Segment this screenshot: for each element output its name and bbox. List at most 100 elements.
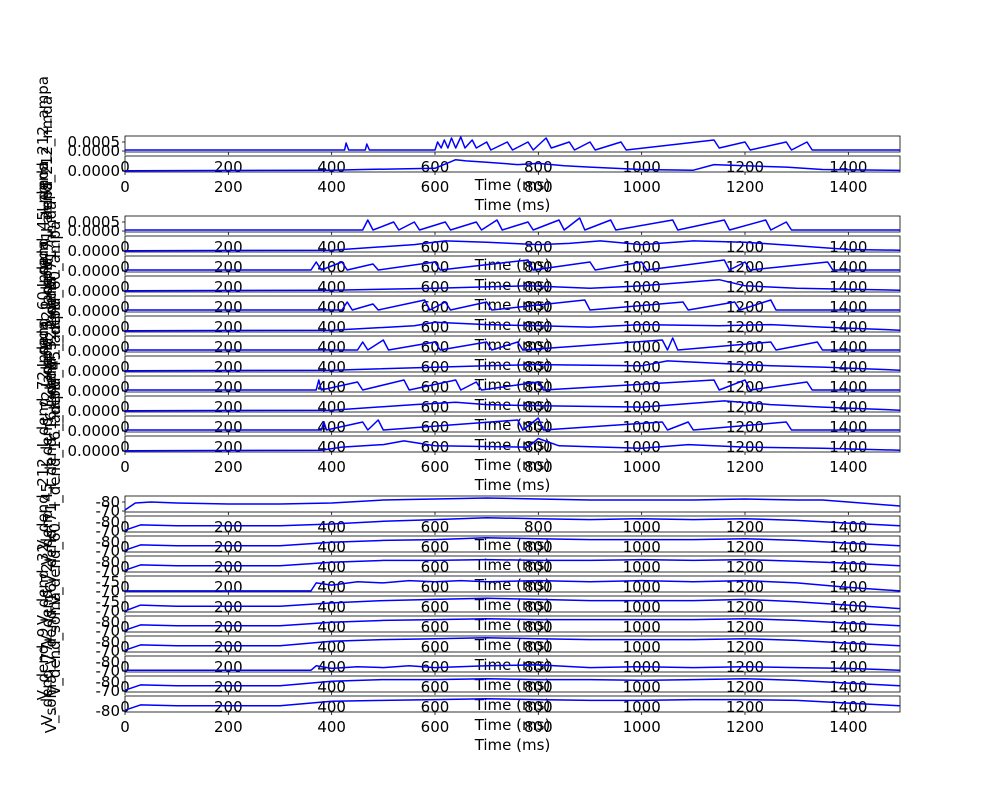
y-axis-label: I_dend_16_nmda xyxy=(42,361,61,488)
y-axis-label: V_dend_72 xyxy=(38,563,57,645)
y-axis-label: V_dend_212 xyxy=(34,458,53,550)
subplot-3-10: -70-80V_dend_77 0 200 400 600 800 1000 1200 1400… xyxy=(38,643,901,734)
y-axis-label: V_soma xyxy=(42,675,61,734)
y-tick-label: 0.0000 xyxy=(68,302,121,320)
y-tick-label: 0.0000 xyxy=(68,422,121,440)
y-tick-label: 0.0000 xyxy=(68,162,121,180)
y-tick-label: 0.0000 xyxy=(68,262,121,280)
axes-frame xyxy=(124,515,901,533)
y-axis-label: I_dend_60_ampa xyxy=(46,221,65,347)
x-tick-label: 400 xyxy=(317,358,346,376)
x-tick-label: 1400 xyxy=(829,338,867,356)
series-line xyxy=(124,597,901,612)
x-tick-label: 400 xyxy=(317,658,346,676)
x-tick-label: 1000 xyxy=(623,678,661,696)
y-tick-label: -80 xyxy=(96,513,121,531)
y-axis-label: I_dend_16_ampa xyxy=(46,381,65,507)
axes-frame xyxy=(124,255,901,273)
x-tick-label: 1400 xyxy=(829,278,867,296)
x-tick-label: 600 xyxy=(421,518,450,536)
x-axis-label: Time (ms) xyxy=(474,276,551,294)
series-line xyxy=(124,617,901,631)
x-tick-label: 1000 xyxy=(623,638,661,656)
x-tick-label: 1200 xyxy=(726,358,764,376)
series-line xyxy=(125,417,900,431)
x-tick-label: 800 xyxy=(524,618,553,636)
axes-frame xyxy=(124,495,901,513)
x-tick-label: 1000 xyxy=(623,578,661,596)
axes-frame xyxy=(124,235,901,253)
x-tick-label: 800 xyxy=(524,398,553,416)
y-tick-label: 0.0000 xyxy=(68,322,121,340)
y-axis-label: I_dend_45_ampa xyxy=(46,301,65,427)
x-tick-label: 1400 xyxy=(829,298,867,316)
y-tick-label: -80 xyxy=(96,673,121,691)
x-axis-label: Time (ms) xyxy=(474,176,551,194)
axes-frame xyxy=(124,215,901,233)
x-axis-label: Time (ms) xyxy=(474,696,551,714)
x-tick-label: 800 xyxy=(524,298,553,316)
x-tick-label: 200 xyxy=(214,378,243,396)
x-axis-label: Time (ms) xyxy=(474,636,551,654)
x-tick-label: 200 xyxy=(214,258,243,276)
x-tick-label: 400 xyxy=(317,438,346,456)
series-line xyxy=(124,497,901,511)
x-axis-label: Time (ms) xyxy=(474,596,551,614)
y-tick-label: -70 xyxy=(96,662,121,680)
series-line xyxy=(124,537,901,551)
series-line xyxy=(125,379,900,391)
x-tick-label: 1000 xyxy=(623,278,661,296)
y-axis-label: I_dend_32_nmda xyxy=(42,281,61,408)
y-tick-label: 0.0005 xyxy=(68,213,121,231)
x-tick-label: 1000 xyxy=(623,538,661,556)
x-axis-label: Time (ms) xyxy=(474,676,551,694)
x-tick-label: 200 xyxy=(214,458,243,476)
x-tick-label: 0 xyxy=(120,458,130,476)
y-axis-label: V_dend_9 xyxy=(34,628,53,701)
series-line xyxy=(124,360,901,372)
y-tick-label: 0.0005 xyxy=(68,133,121,151)
x-tick-label: 200 xyxy=(214,538,243,556)
series-line xyxy=(125,664,901,671)
y-axis-label: V_dend_77 xyxy=(38,643,57,725)
x-tick-label: 1200 xyxy=(726,598,764,616)
x-tick-label: 800 xyxy=(524,658,553,676)
x-tick-label: 1200 xyxy=(726,618,764,636)
x-tick-label: 1000 xyxy=(623,698,661,716)
x-tick-label: 400 xyxy=(317,298,346,316)
y-tick-label: -75 xyxy=(96,573,121,591)
x-tick-label: 0 xyxy=(120,178,130,196)
y-axis-label: V_dend_soma xyxy=(46,592,65,696)
x-tick-label: 800 xyxy=(524,558,553,576)
x-tick-label: 600 xyxy=(421,278,450,296)
subplot-3-11: -80 V_soma 0 200 400 600 800 1000 1200 1400 Time (… xyxy=(42,675,901,754)
series-line xyxy=(124,437,901,452)
y-tick-label: -80 xyxy=(96,493,121,511)
x-tick-label: 1000 xyxy=(623,258,661,276)
x-tick-label: 1000 xyxy=(623,298,661,316)
x-tick-label: 400 xyxy=(317,458,346,476)
series-line xyxy=(124,558,901,571)
x-tick-label: 400 xyxy=(317,338,346,356)
x-tick-label: 1400 xyxy=(829,438,867,456)
panel-group-3: -70-80V_dend_212 0 200 400 600 800 1000 1200 140… xyxy=(34,458,901,754)
series-line xyxy=(124,637,901,651)
x-tick-label: 800 xyxy=(524,598,553,616)
y-tick-label: 0.0000 xyxy=(68,442,121,460)
axes-frame xyxy=(124,635,901,653)
axes-frame xyxy=(124,675,901,693)
y-tick-label: -70 xyxy=(96,602,121,620)
x-tick-label: 800 xyxy=(524,238,553,256)
x-tick-label: 200 xyxy=(214,558,243,576)
subplot-1-2: 0.0000 I_dend_212_nmda 0 200 400 600 800 1000 12… xyxy=(38,96,901,232)
series-line xyxy=(124,677,901,691)
subplot-3-6: -70-75V_dend_72 0 200 400 600 800 1000 1200 1400… xyxy=(38,563,901,654)
x-tick-label: 1400 xyxy=(829,718,867,736)
x-axis-label: Time (ms) xyxy=(474,616,551,634)
y-axis-label: V_dend_16 xyxy=(42,583,61,665)
x-tick-label: 800 xyxy=(524,318,553,336)
